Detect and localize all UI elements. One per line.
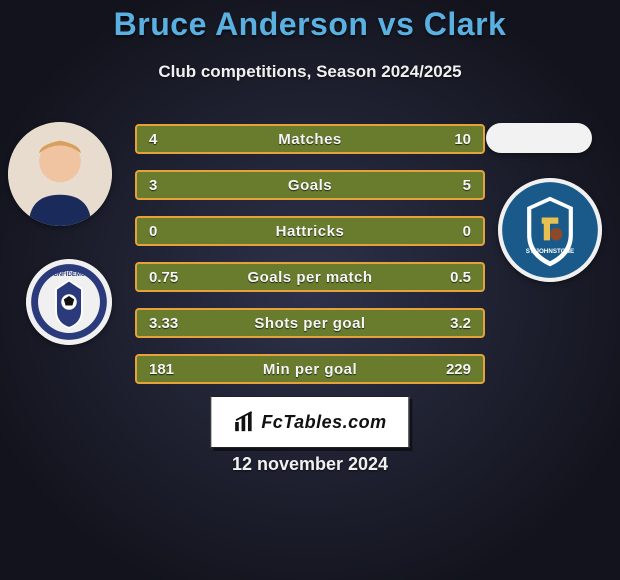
stat-label: Goals [137, 177, 483, 194]
stat-label: Goals per match [137, 269, 483, 286]
shield-icon: CONFIDEMUS [26, 259, 112, 345]
svg-text:CONFIDEMUS: CONFIDEMUS [49, 272, 89, 278]
stat-label: Shots per goal [137, 315, 483, 332]
stat-row: 0Hattricks0 [135, 216, 485, 246]
stats-bars: 4Matches10 3Goals5 0Hattricks0 0.75Goals pe… [135, 124, 485, 400]
svg-text:ST JOHNSTONE: ST JOHNSTONE [526, 248, 574, 255]
player-left-avatar [8, 122, 112, 226]
stat-label: Min per goal [137, 361, 483, 378]
crest-right: ST JOHNSTONE [498, 178, 602, 282]
logo-text: FcTables.com [261, 412, 386, 433]
fctables-logo[interactable]: FcTables.com [210, 396, 409, 448]
crest-left: CONFIDEMUS [26, 259, 112, 345]
page-title: Bruce Anderson vs Clark [0, 6, 620, 43]
stat-row: 3Goals5 [135, 170, 485, 200]
stat-row: 0.75Goals per match0.5 [135, 262, 485, 292]
shield-icon: ST JOHNSTONE [498, 178, 602, 282]
stat-row: 3.33Shots per goal3.2 [135, 308, 485, 338]
stat-row: 181Min per goal229 [135, 354, 485, 384]
stat-row: 4Matches10 [135, 124, 485, 154]
date: 12 november 2024 [0, 454, 620, 475]
stat-label: Hattricks [137, 223, 483, 240]
person-icon [8, 122, 112, 226]
stat-label: Matches [137, 131, 483, 148]
bars-icon [233, 411, 255, 433]
subtitle: Club competitions, Season 2024/2025 [0, 62, 620, 82]
player-right-avatar [486, 123, 592, 153]
